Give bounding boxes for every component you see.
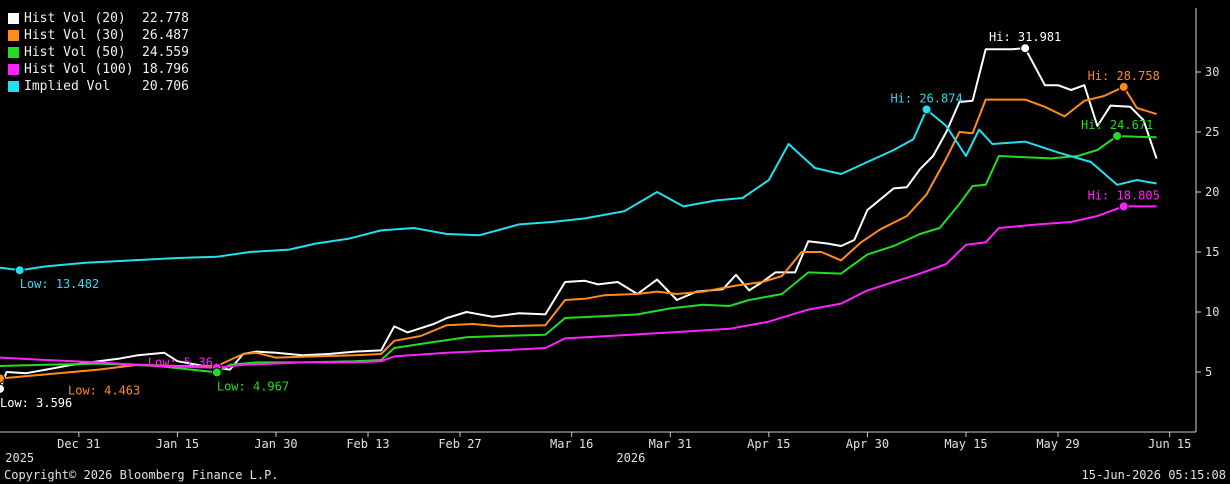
x-tick-label: Mar 31 — [649, 437, 692, 451]
extreme-label: Hi: 24.671 — [1081, 118, 1153, 132]
x-tick-label: May 29 — [1036, 437, 1079, 451]
extreme-marker — [921, 104, 932, 115]
timestamp-text: 15-Jun-2026 05:15:08 — [1081, 468, 1227, 482]
extreme-label: Hi: 18.805 — [1088, 188, 1160, 202]
extreme-marker — [1020, 43, 1031, 54]
extreme-marker — [1118, 81, 1129, 92]
x-year-label: 2026 — [616, 451, 645, 465]
legend-swatch — [8, 64, 19, 75]
extreme-label: Low: 5.36 — [148, 356, 213, 370]
legend-series-name: Hist Vol (50) — [24, 45, 126, 60]
x-tick-label: Mar 16 — [550, 437, 593, 451]
extreme-marker — [1112, 130, 1123, 141]
y-tick-label: 15 — [1205, 245, 1219, 259]
y-tick-label: 30 — [1205, 65, 1219, 79]
legend-swatch — [8, 30, 19, 41]
x-tick-label: Dec 31 — [57, 437, 100, 451]
y-tick-label: 20 — [1205, 185, 1219, 199]
legend-series-value: 18.796 — [142, 62, 189, 77]
legend-series-value: 26.487 — [142, 28, 189, 43]
x-tick-label: Jun 15 — [1148, 437, 1191, 451]
legend-item: Hist Vol (50) 24.559 — [8, 44, 189, 61]
series-line — [0, 108, 1157, 272]
legend-series-name: Implied Vol — [24, 79, 111, 94]
legend-item: Hist Vol (30) 26.487 — [8, 27, 189, 44]
y-tick-label: 10 — [1205, 305, 1219, 319]
y-tick-label: 5 — [1205, 365, 1212, 379]
legend-series-name: Hist Vol (100) — [24, 62, 134, 77]
extreme-marker — [211, 367, 222, 378]
legend-series-name: Hist Vol (30) — [24, 28, 126, 43]
x-tick-label: Apr 30 — [846, 437, 889, 451]
series-line — [0, 85, 1157, 380]
x-tick-label: Feb 13 — [346, 437, 389, 451]
legend-series-name: Hist Vol (20) — [24, 11, 126, 26]
x-tick-label: Jan 15 — [156, 437, 199, 451]
extreme-label: Hi: 31.981 — [989, 30, 1061, 44]
extreme-label: Low: 4.463 — [68, 383, 140, 397]
x-tick-label: Jan 30 — [254, 437, 297, 451]
legend-series-value: 24.559 — [142, 45, 189, 60]
x-tick-label: May 15 — [944, 437, 987, 451]
x-tick-label: Feb 27 — [438, 437, 481, 451]
legend-swatch — [8, 81, 19, 92]
extreme-label: Low: 3.596 — [0, 396, 72, 410]
extreme-marker — [0, 373, 5, 384]
legend-series-value: 22.778 — [142, 11, 189, 26]
extreme-marker — [1118, 201, 1129, 212]
legend-item: Hist Vol (20) 22.778 — [8, 10, 189, 27]
y-tick-label: 25 — [1205, 125, 1219, 139]
extreme-label: Hi: 28.758 — [1088, 69, 1160, 83]
legend-item: Implied Vol 20.706 — [8, 78, 189, 95]
extreme-label: Low: 4.967 — [217, 379, 289, 393]
extreme-label: Low: 13.482 — [20, 277, 99, 291]
legend-item: Hist Vol (100) 18.796 — [8, 61, 189, 78]
copyright-text: Copyright© 2026 Bloomberg Finance L.P. — [4, 468, 279, 482]
legend-series-value: 20.706 — [142, 79, 189, 94]
x-tick-label: Apr 15 — [747, 437, 790, 451]
extreme-marker — [0, 383, 5, 394]
x-year-label: 2025 — [5, 451, 34, 465]
extreme-marker — [14, 265, 25, 276]
series-line — [0, 205, 1157, 369]
extreme-label: Hi: 26.874 — [890, 92, 962, 106]
legend-swatch — [8, 47, 19, 58]
legend-swatch — [8, 13, 19, 24]
chart-legend: Hist Vol (20) 22.778 Hist Vol (30) 26.487 … — [8, 10, 189, 95]
